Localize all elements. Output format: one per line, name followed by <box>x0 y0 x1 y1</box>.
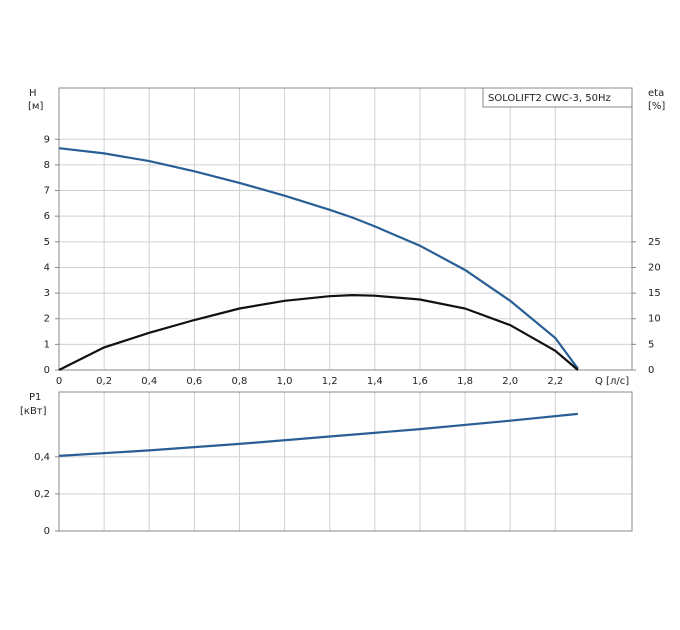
y-axis-label: P1 <box>29 392 41 403</box>
x-tick-label: 0,8 <box>232 376 248 387</box>
y-tick-label: 0 <box>44 526 50 537</box>
y2-axis-unit: [%] <box>648 101 665 112</box>
curve <box>58 293 579 371</box>
y-tick-label: 4 <box>44 262 50 273</box>
y-tick-label: 0,2 <box>34 489 50 500</box>
curve <box>58 412 579 457</box>
y-tick-label: 5 <box>44 237 50 248</box>
y-tick-label: 0 <box>44 365 50 376</box>
y-tick-label: 3 <box>44 288 50 299</box>
y2-tick-label: 5 <box>648 339 654 350</box>
x-tick-label: 1,6 <box>412 376 428 387</box>
x-tick-label: 0,4 <box>141 376 157 387</box>
y-axis-unit: [кВт] <box>20 406 47 417</box>
x-tick-label: 1,0 <box>277 376 293 387</box>
y2-tick-label: 15 <box>648 288 661 299</box>
y2-tick-label: 10 <box>648 314 661 325</box>
x-tick-label: 1,2 <box>322 376 338 387</box>
y-axis-label: H <box>29 88 37 99</box>
x-tick-label: 2,2 <box>547 376 563 387</box>
y2-axis-label: eta <box>648 88 664 99</box>
y-tick-label: 7 <box>44 186 50 197</box>
x-tick-label: 0,2 <box>96 376 112 387</box>
y2-tick-label: 20 <box>648 262 661 273</box>
plot-frame <box>58 87 633 371</box>
y2-tick-label: 0 <box>648 365 654 376</box>
x-tick-label: 2,0 <box>502 376 518 387</box>
x-tick-label: 1,4 <box>367 376 383 387</box>
y-tick-label: 0,4 <box>34 452 50 463</box>
y-axis-unit: [м] <box>28 101 43 112</box>
legend-text: SOLOLIFT2 CWC-3, 50Hz <box>488 93 611 104</box>
legend-box <box>482 87 633 108</box>
x-axis-label: Q [л/с] <box>595 376 629 387</box>
plot-frame <box>58 391 633 532</box>
y-tick-label: 1 <box>44 339 50 350</box>
y-tick-label: 6 <box>44 211 50 222</box>
y-tick-label: 2 <box>44 314 50 325</box>
y2-tick-label: 25 <box>648 237 661 248</box>
x-tick-label: 1,8 <box>457 376 473 387</box>
x-tick-label: 0 <box>56 376 62 387</box>
y-tick-label: 9 <box>44 134 50 145</box>
curve <box>58 147 579 370</box>
x-tick-label: 0,6 <box>186 376 202 387</box>
y-tick-label: 8 <box>44 160 50 171</box>
